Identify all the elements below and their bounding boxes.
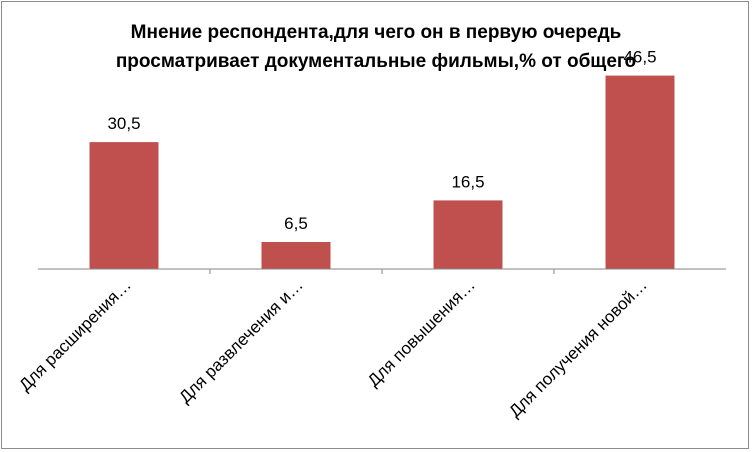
x-tick-label-3: Для повышения… xyxy=(364,275,479,390)
chart-title: Мнение респондента,для чего он в первую … xyxy=(0,18,752,76)
x-tick-label-2: Для развлечения и… xyxy=(175,275,306,406)
data-label-2: 6,5 xyxy=(284,214,308,233)
bar-2 xyxy=(261,242,331,269)
x-tick-label-4: Для получения новой… xyxy=(505,275,651,421)
chart-title-line-2: просматривает документальные фильмы,% от… xyxy=(115,51,637,72)
data-label-4: 46,5 xyxy=(623,48,656,67)
data-label-3: 16,5 xyxy=(451,172,484,191)
chart-title-line-1: Мнение респондента,для чего он в первую … xyxy=(130,22,622,43)
x-tick-label-1: Для расширения… xyxy=(15,275,134,394)
data-label-1: 30,5 xyxy=(107,114,140,133)
bar-4 xyxy=(605,75,675,269)
bar-1 xyxy=(89,142,159,269)
bar-3 xyxy=(433,200,503,269)
